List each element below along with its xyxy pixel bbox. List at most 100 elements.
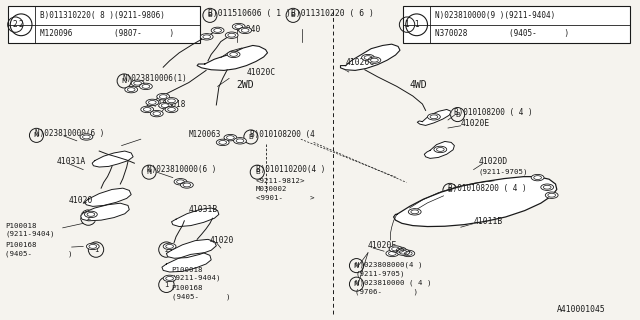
Circle shape [227, 51, 240, 58]
Text: N: N [147, 169, 152, 175]
Circle shape [234, 138, 246, 144]
Text: P100018: P100018 [5, 223, 36, 229]
Circle shape [163, 275, 176, 282]
Text: M120096         (9807-      ): M120096 (9807- ) [40, 29, 174, 38]
Text: B: B [207, 12, 212, 18]
Polygon shape [340, 44, 400, 70]
Polygon shape [172, 208, 219, 227]
Text: 41020F: 41020F [368, 241, 397, 250]
Text: N)023810000(6 ): N)023810000(6 ) [147, 165, 216, 174]
Circle shape [131, 80, 144, 86]
Circle shape [140, 83, 152, 90]
Text: B)010108200 ( 4 ): B)010108200 ( 4 ) [448, 184, 527, 193]
Text: N)023808000(4 ): N)023808000(4 ) [355, 262, 422, 268]
Text: M030002: M030002 [256, 186, 287, 192]
Circle shape [545, 192, 558, 198]
Circle shape [163, 243, 176, 250]
Polygon shape [424, 141, 454, 158]
Text: A410001045: A410001045 [557, 305, 605, 314]
Text: B: B [447, 188, 452, 193]
Polygon shape [81, 203, 129, 221]
Text: B: B [248, 134, 253, 140]
Text: 1: 1 [93, 247, 99, 252]
Text: 2: 2 [164, 247, 168, 252]
Text: P100018: P100018 [172, 267, 203, 273]
Text: 41020C: 41020C [346, 58, 375, 67]
Text: (9405-      ): (9405- ) [172, 293, 230, 300]
Text: B: B [455, 112, 460, 117]
Circle shape [232, 23, 245, 30]
Circle shape [84, 211, 97, 218]
Text: (9211-9705): (9211-9705) [479, 169, 528, 175]
Text: 41020D: 41020D [479, 157, 508, 166]
Circle shape [180, 182, 193, 188]
Text: N)023810000(9 )(9211-9404): N)023810000(9 )(9211-9404) [435, 11, 556, 20]
Text: (9211-9404): (9211-9404) [5, 231, 54, 237]
Circle shape [239, 27, 252, 34]
Text: N)023810000(6 ): N)023810000(6 ) [35, 129, 104, 138]
Text: 41011B: 41011B [474, 217, 503, 226]
Text: N: N [122, 78, 127, 84]
Bar [8, 6, 200, 43]
Text: 2: 2 [19, 20, 24, 29]
Text: N: N [354, 281, 359, 287]
Circle shape [224, 134, 237, 141]
Text: 41020: 41020 [69, 196, 93, 205]
Circle shape [125, 86, 138, 93]
Circle shape [394, 247, 406, 253]
Text: N370028         (9405-      ): N370028 (9405- ) [435, 29, 570, 38]
Text: 4WD: 4WD [410, 80, 428, 90]
Text: B)011310220 ( 6 ): B)011310220 ( 6 ) [291, 9, 374, 18]
Circle shape [389, 246, 402, 252]
Polygon shape [166, 239, 216, 258]
Text: B)011510606 ( 1 ): B)011510606 ( 1 ) [208, 9, 291, 18]
Circle shape [225, 32, 238, 38]
Text: B: B [291, 12, 296, 18]
Text: N)023810000 ( 4 ): N)023810000 ( 4 ) [355, 280, 432, 286]
Circle shape [146, 99, 159, 106]
Polygon shape [417, 109, 451, 125]
Circle shape [434, 146, 447, 153]
Text: (9211-9404): (9211-9404) [172, 275, 221, 281]
Circle shape [408, 209, 421, 215]
Bar [403, 6, 630, 43]
Text: 41020: 41020 [210, 236, 234, 245]
Circle shape [174, 179, 187, 185]
Circle shape [159, 102, 172, 109]
Circle shape [80, 134, 93, 140]
Text: 2: 2 [13, 20, 18, 29]
Text: 41031A: 41031A [56, 157, 86, 166]
Text: (9211-9705): (9211-9705) [355, 270, 404, 277]
Text: B)010108200 ( 4 ): B)010108200 ( 4 ) [454, 108, 533, 117]
Polygon shape [197, 45, 268, 70]
Circle shape [531, 174, 544, 181]
Circle shape [165, 106, 178, 113]
Text: (9405-        ): (9405- ) [5, 250, 72, 257]
Polygon shape [162, 253, 211, 272]
Circle shape [141, 106, 154, 113]
Text: N)023810006(1): N)023810006(1) [123, 74, 188, 83]
Circle shape [157, 93, 170, 100]
Circle shape [368, 57, 381, 63]
Circle shape [200, 34, 213, 40]
Circle shape [397, 249, 410, 255]
Circle shape [362, 54, 374, 61]
Text: M120063: M120063 [189, 130, 221, 139]
Text: 41040: 41040 [237, 25, 261, 34]
Circle shape [86, 243, 99, 250]
Text: N: N [354, 263, 359, 268]
Circle shape [150, 110, 163, 117]
Circle shape [211, 27, 224, 34]
Text: B)011310220( 8 )(9211-9806): B)011310220( 8 )(9211-9806) [40, 11, 164, 20]
Text: 41020C: 41020C [246, 68, 276, 77]
Text: <9901-      >: <9901- > [256, 195, 314, 201]
Text: 1: 1 [414, 20, 419, 29]
Text: 41020E: 41020E [461, 119, 490, 128]
Circle shape [541, 184, 554, 190]
Circle shape [216, 139, 229, 146]
Circle shape [428, 114, 440, 120]
Circle shape [165, 98, 178, 104]
Text: N: N [34, 132, 39, 138]
Polygon shape [394, 177, 557, 227]
Text: 41031B: 41031B [189, 205, 218, 214]
